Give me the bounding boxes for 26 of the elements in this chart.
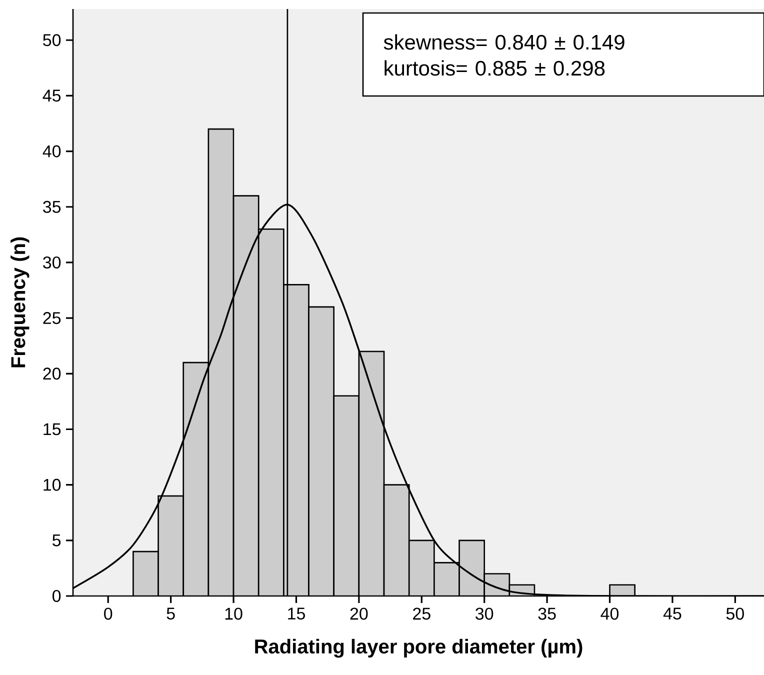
annotation: skewness= 0.840 ± 0.149 xyxy=(384,34,624,50)
y-tick-label: 30 xyxy=(43,256,61,268)
x-tick-label: 30 xyxy=(476,608,494,620)
y-axis-title: Frequency (n) xyxy=(10,237,30,368)
x-tick-label: 10 xyxy=(225,608,242,620)
y-tick-label: 20 xyxy=(43,368,61,380)
x-tick-label: 35 xyxy=(538,608,556,620)
x-tick-label: 40 xyxy=(600,608,619,620)
y-tick-label: 35 xyxy=(43,200,61,213)
y-tick-label: 50 xyxy=(43,34,61,46)
x-tick-label: 45 xyxy=(663,608,682,620)
x-tick-label: 20 xyxy=(350,608,368,620)
x-tick-label: 50 xyxy=(726,608,744,620)
x-tick-label: 15 xyxy=(288,608,305,620)
y-tick-label: 45 xyxy=(42,90,61,102)
y-tick-label: 10 xyxy=(44,478,61,491)
x-tick-label: 0 xyxy=(104,608,112,620)
x-tick-label: 25 xyxy=(413,608,430,620)
y-tick-label: 40 xyxy=(42,145,61,158)
y-tick-label: 25 xyxy=(43,312,61,324)
annotation: kurtosis= 0.885 ± 0.298 xyxy=(384,60,605,76)
x-tick-label: 5 xyxy=(166,608,175,620)
y-tick-label: 5 xyxy=(52,534,61,546)
x-axis-title: Radiating layer pore diameter (µm) xyxy=(255,638,582,658)
y-tick-label: 0 xyxy=(52,590,61,602)
y-tick-label: 15 xyxy=(44,423,61,436)
